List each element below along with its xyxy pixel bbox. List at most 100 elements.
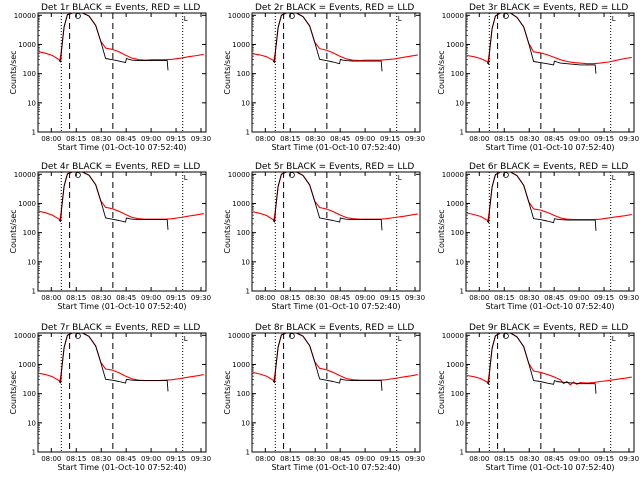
y-axis-label: Counts/sec (223, 370, 232, 414)
x-axis-label: Start Time (01-Oct-10 07:52:40) (57, 143, 186, 152)
marker-label-l: L (612, 174, 616, 182)
x-tick-label: 09:30 (405, 455, 425, 463)
chart-panel-1: Det 1r BLACK = Events, RED = LLD 1 10 100 10… (9, 3, 211, 152)
y-axis-label: Counts/sec (437, 50, 446, 94)
y-tick-label: 1000 (18, 200, 36, 208)
series-line-events (272, 171, 383, 231)
y-axis-label: Counts/sec (9, 50, 18, 94)
x-tick-label: 09:30 (619, 135, 639, 143)
x-tick-label: 09:00 (141, 294, 161, 302)
x-tick-label: 09:15 (594, 135, 614, 143)
x-tick-label: 09:15 (166, 294, 186, 302)
marker-label-l: L (612, 335, 616, 343)
x-tick-label: 09:00 (569, 455, 589, 463)
x-tick-label: 08:30 (91, 135, 111, 143)
x-tick-label: 08:15 (66, 455, 86, 463)
y-tick-label: 10 (27, 99, 36, 107)
x-tick-label: 08:15 (494, 135, 514, 143)
x-tick-label: 09:00 (569, 135, 589, 143)
x-tick-label: 09:30 (619, 455, 639, 463)
x-tick-label: 08:00 (41, 135, 61, 143)
x-tick-label: 08:45 (330, 135, 350, 143)
x-tick-label: 08:30 (519, 135, 539, 143)
y-tick-label: 100 (23, 70, 36, 78)
y-tick-label: 10 (455, 258, 464, 266)
x-tick-label: 08:00 (41, 294, 61, 302)
x-tick-label: 09:15 (166, 135, 186, 143)
y-tick-label: 1 (460, 129, 464, 137)
series-line-lld (467, 332, 632, 386)
y-axis-label: Counts/sec (437, 370, 446, 414)
chart-panel-6: Det 6r BLACK = Events, RED = LLD 1 10 100 10… (437, 162, 639, 311)
y-tick-label: 1000 (232, 361, 250, 369)
y-tick-label: 1000 (446, 200, 464, 208)
y-tick-label: 10000 (442, 12, 464, 20)
x-tick-label: 09:15 (380, 455, 400, 463)
x-tick-label: 09:00 (355, 455, 375, 463)
x-tick-label: 08:45 (544, 294, 564, 302)
x-axis-label: Start Time (01-Oct-10 07:52:40) (271, 463, 400, 472)
plot-frame (465, 332, 635, 453)
y-tick-label: 10 (455, 419, 464, 427)
series-line-lld (38, 12, 204, 62)
x-axis-label: Start Time (01-Oct-10 07:52:40) (485, 143, 614, 152)
x-tick-label: 08:15 (280, 455, 300, 463)
y-tick-label: 1 (246, 129, 250, 137)
x-tick-label: 09:15 (594, 294, 614, 302)
chart-title: Det 3r BLACK = Events, RED = LLD (469, 3, 628, 13)
y-tick-label: 10000 (228, 171, 250, 179)
chart-panel-9: Det 9r BLACK = Events, RED = LLD 1 10 100 10… (437, 323, 639, 472)
y-tick-label: 1000 (446, 361, 464, 369)
marker-label-l: L (184, 335, 188, 343)
y-tick-label: 10000 (228, 332, 250, 340)
chart-title: Det 9r BLACK = Events, RED = LLD (469, 323, 628, 333)
x-tick-label: 09:30 (191, 455, 211, 463)
y-tick-label: 100 (451, 390, 464, 398)
y-axis-label: Counts/sec (437, 209, 446, 253)
y-tick-label: 100 (237, 70, 250, 78)
plot-frame (37, 171, 207, 292)
x-tick-label: 08:00 (255, 294, 275, 302)
x-tick-label: 08:45 (544, 135, 564, 143)
marker-label-l: L (398, 335, 402, 343)
x-tick-label: 08:45 (116, 294, 136, 302)
marker-label-l: L (612, 15, 616, 23)
y-tick-label: 10000 (14, 332, 36, 340)
x-tick-label: 08:15 (280, 135, 300, 143)
series-line-events (486, 171, 597, 231)
y-tick-label: 1000 (18, 41, 36, 49)
x-tick-label: 08:45 (544, 455, 564, 463)
chart-panel-4: Det 4r BLACK = Events, RED = LLD 1 10 100 10… (9, 162, 211, 311)
x-tick-label: 09:15 (594, 455, 614, 463)
series-line-lld (38, 171, 204, 221)
x-tick-label: 09:30 (619, 294, 639, 302)
chart-panel-3: Det 3r BLACK = Events, RED = LLD 1 10 100 10… (437, 3, 639, 152)
x-tick-label: 08:15 (66, 294, 86, 302)
series-line-events (272, 332, 383, 391)
y-tick-label: 100 (237, 390, 250, 398)
y-tick-label: 100 (451, 70, 464, 78)
series-line-lld (252, 332, 418, 382)
series-line-lld (38, 332, 204, 383)
x-tick-label: 08:45 (116, 455, 136, 463)
y-axis-label: Counts/sec (223, 50, 232, 94)
marker-label-l: L (398, 174, 402, 182)
series-line-events (486, 332, 597, 394)
y-tick-label: 1 (246, 288, 250, 296)
y-axis-label: Counts/sec (9, 209, 18, 253)
y-tick-label: 1 (32, 129, 36, 137)
chart-title: Det 8r BLACK = Events, RED = LLD (255, 323, 414, 333)
plot-frame (37, 12, 207, 133)
y-tick-label: 10000 (14, 171, 36, 179)
x-tick-label: 08:30 (305, 294, 325, 302)
chart-title: Det 6r BLACK = Events, RED = LLD (469, 162, 628, 172)
y-tick-label: 100 (23, 390, 36, 398)
x-tick-label: 09:00 (355, 135, 375, 143)
chart-panel-5: Det 5r BLACK = Events, RED = LLD 1 10 100 10… (223, 162, 425, 311)
x-tick-label: 09:00 (141, 135, 161, 143)
series-line-events (58, 171, 169, 230)
chart-title: Det 5r BLACK = Events, RED = LLD (255, 162, 414, 172)
x-tick-label: 08:30 (305, 135, 325, 143)
y-tick-label: 100 (451, 229, 464, 237)
